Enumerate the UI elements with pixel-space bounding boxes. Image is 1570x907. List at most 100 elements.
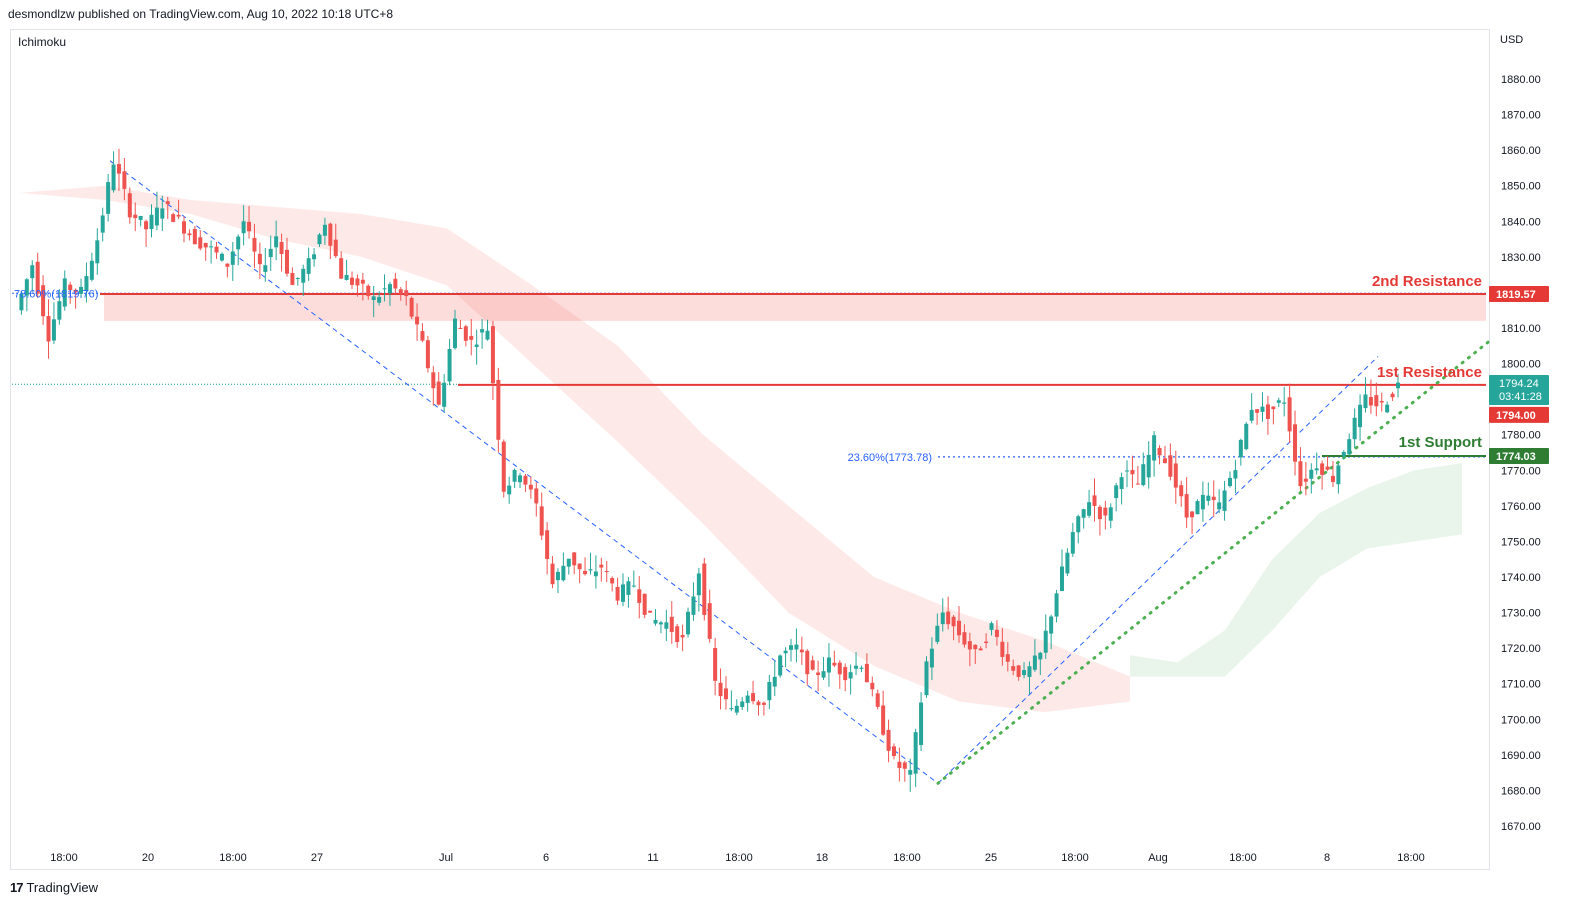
candle-body <box>1336 465 1341 485</box>
candle-body <box>73 289 78 293</box>
x-tick-label: 6 <box>543 852 549 864</box>
candle-body <box>729 708 734 710</box>
candle-body <box>799 649 804 653</box>
candle-body <box>322 224 327 236</box>
candle-body <box>415 316 420 325</box>
candle-body <box>924 661 929 696</box>
candle-body <box>1325 466 1330 470</box>
candle-body <box>425 340 430 369</box>
candle-body <box>940 612 945 625</box>
y-tick-label: 1770.00 <box>1501 465 1541 477</box>
candle-body <box>1092 495 1097 506</box>
candle-body <box>1233 470 1238 479</box>
candle-body <box>523 475 528 485</box>
bar-countdown: 03:41:28 <box>1499 391 1542 403</box>
x-tick-label: 18:00 <box>219 852 247 864</box>
candle-body <box>355 278 360 286</box>
candle-body <box>919 702 924 746</box>
candle-body <box>1298 461 1303 487</box>
candle-body <box>458 327 463 329</box>
candle-body <box>994 629 999 637</box>
candle-body <box>485 330 490 340</box>
candle-body <box>328 223 333 246</box>
candle-body <box>133 214 138 219</box>
candle-body <box>263 265 268 272</box>
candle-body <box>783 650 788 654</box>
uptrend-dotted-line[interactable] <box>936 340 1490 785</box>
uptrend-dashed-line <box>937 356 1379 784</box>
candle-body <box>165 201 170 205</box>
candle-body <box>577 563 582 570</box>
candle-body <box>588 569 593 571</box>
candle-body <box>1260 406 1265 412</box>
y-tick-label: 1850.00 <box>1501 181 1541 193</box>
x-tick-label: 18:00 <box>50 852 78 864</box>
candle-body <box>891 746 896 756</box>
x-tick-label: 18:00 <box>893 852 921 864</box>
candle-body <box>306 258 311 274</box>
candle-body <box>1222 490 1227 511</box>
candle-body <box>122 171 127 189</box>
candle-body <box>1032 655 1037 670</box>
candle-body <box>1363 394 1368 409</box>
candle-body <box>962 632 967 645</box>
candle-body <box>713 647 718 681</box>
candle-body <box>631 585 636 587</box>
x-tick-label: 27 <box>311 852 323 864</box>
candle-body <box>274 236 279 248</box>
candle-body <box>691 596 696 615</box>
candle-body <box>593 571 598 577</box>
tradingview-logo[interactable]: 17 TradingView <box>10 880 98 895</box>
candle-body <box>1255 409 1260 413</box>
candle-body <box>371 296 376 301</box>
candle-body <box>230 251 235 265</box>
first-support-badge-bg <box>1489 447 1549 464</box>
candle-body <box>301 268 306 283</box>
candle-body <box>642 593 647 615</box>
candle-body <box>1146 454 1151 478</box>
candle-body <box>1217 502 1222 510</box>
candle-body <box>469 336 474 340</box>
ichimoku-cloud-bearish <box>20 185 1130 713</box>
candle-body <box>967 641 972 650</box>
indicator-label[interactable]: Ichimoku <box>18 35 67 49</box>
candle-body <box>843 667 848 681</box>
candle-body <box>1320 463 1325 475</box>
candle-body <box>1271 406 1276 410</box>
candle-body <box>957 620 962 636</box>
candle-body <box>225 263 230 267</box>
candle-body <box>734 705 739 713</box>
candle-body <box>1097 506 1102 520</box>
candle-body <box>897 761 902 768</box>
candle-body <box>501 441 506 492</box>
candle-body <box>30 265 35 279</box>
candle-body <box>550 563 555 585</box>
candle-body <box>1206 495 1211 501</box>
candle-body <box>89 260 94 280</box>
candle-body <box>686 611 691 635</box>
tradingview-brand: TradingView <box>26 880 99 895</box>
candle-body <box>626 581 631 595</box>
current-price-badge-bg <box>1489 375 1549 406</box>
candle-body <box>79 286 84 294</box>
candle-body <box>1059 566 1064 592</box>
ichimoku-cloud-bullish <box>1130 463 1462 677</box>
x-tick-label: 18:00 <box>1229 852 1257 864</box>
candle-body <box>68 284 73 291</box>
candle-body <box>1000 641 1005 657</box>
candle-body <box>696 573 701 596</box>
candle-body <box>182 221 187 234</box>
candle-body <box>219 253 224 261</box>
candle-body <box>1309 469 1314 479</box>
candle-body <box>41 285 46 317</box>
candle-body <box>312 254 317 260</box>
candle-body <box>111 164 116 191</box>
candle-body <box>637 589 642 603</box>
candle-body <box>127 193 132 218</box>
candle-body <box>1027 666 1032 677</box>
candle-body <box>1265 404 1270 419</box>
y-tick-label: 1680.00 <box>1501 785 1541 797</box>
candle-body <box>1054 593 1059 617</box>
candle-body <box>1081 509 1086 518</box>
